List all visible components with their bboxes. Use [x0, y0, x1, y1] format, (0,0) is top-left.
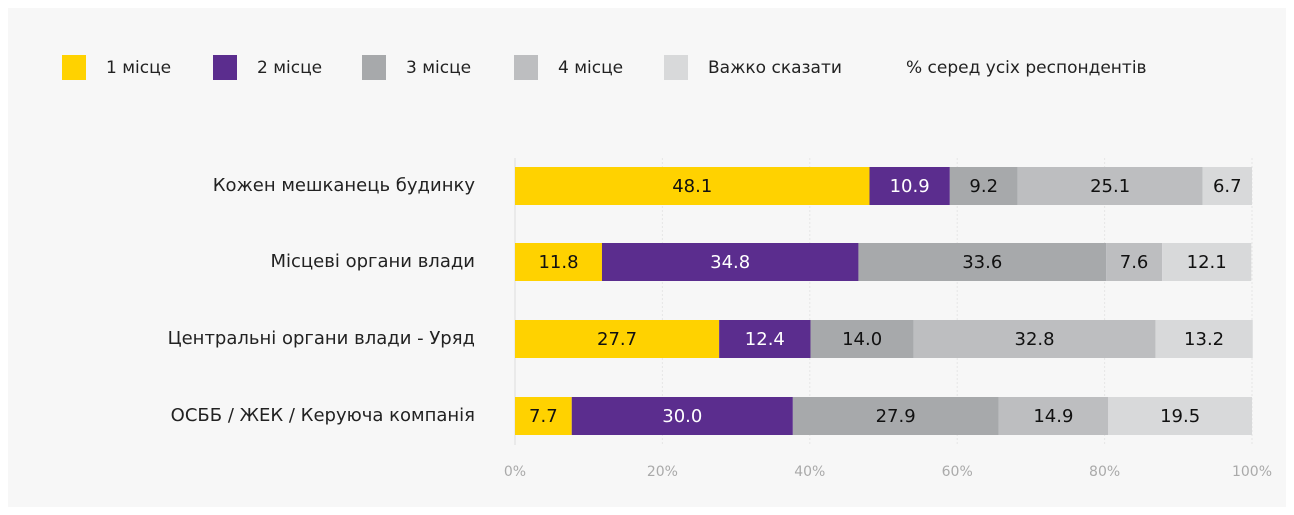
bar-segment: [515, 397, 572, 435]
category-label: Центральні органи влади - Уряд: [168, 328, 475, 349]
legend-label: 4 місце: [558, 58, 623, 78]
legend-swatch: [362, 55, 386, 80]
bar-segment: [949, 167, 1018, 205]
bar-segment: [792, 397, 999, 435]
legend-swatch: [664, 55, 688, 80]
data-label: 33.6: [962, 252, 1002, 273]
bar-segment: [601, 243, 859, 281]
category-label: Місцеві органи влади: [271, 251, 476, 272]
bar-segment: [1202, 167, 1252, 205]
x-tick-label: 0%: [504, 464, 526, 480]
x-tick-label: 20%: [647, 464, 678, 480]
data-label: 13.2: [1184, 329, 1224, 350]
bar-segment: [1155, 320, 1253, 358]
data-label: 19.5: [1160, 406, 1200, 427]
legend-label: 3 місце: [406, 58, 471, 78]
bar-segment: [998, 397, 1109, 435]
legend-swatch: [62, 55, 86, 80]
data-label: 12.1: [1187, 252, 1227, 273]
bar-segment: [1162, 243, 1252, 281]
data-label: 48.1: [672, 176, 712, 197]
data-label: 25.1: [1090, 176, 1130, 197]
category-label: Кожен мешканець будинку: [213, 175, 476, 196]
bar-segment: [913, 320, 1156, 358]
data-label: 11.8: [538, 252, 578, 273]
bar-segment: [515, 167, 870, 205]
legend-swatch: [514, 55, 538, 80]
data-label: 32.8: [1015, 329, 1055, 350]
bar-segment: [858, 243, 1107, 281]
data-label: 27.9: [876, 406, 916, 427]
subtitle: % серед усіх респондентів: [906, 58, 1147, 78]
x-tick-label: 60%: [942, 464, 973, 480]
data-label: 10.9: [890, 176, 930, 197]
bar-segment: [810, 320, 914, 358]
data-label: 34.8: [710, 252, 750, 273]
legend-label: 1 місце: [106, 58, 171, 78]
data-label: 9.2: [969, 176, 998, 197]
data-label: 6.7: [1213, 176, 1242, 197]
category-label: ОСББ / ЖЕК / Керуюча компанія: [171, 405, 475, 426]
data-label: 14.0: [842, 329, 882, 350]
legend-swatch: [213, 55, 237, 80]
data-label: 27.7: [597, 329, 637, 350]
bar-segment: [1106, 243, 1163, 281]
legend-label: Важко сказати: [708, 58, 842, 78]
data-label: 12.4: [745, 329, 785, 350]
data-label: 14.9: [1033, 406, 1073, 427]
bar-segment: [719, 320, 811, 358]
data-label: 30.0: [662, 406, 702, 427]
x-tick-label: 100%: [1232, 464, 1272, 480]
bar-segment: [571, 397, 793, 435]
bar-segment: [515, 243, 602, 281]
bar-segment: [869, 167, 950, 205]
bar-segment: [1017, 167, 1203, 205]
bar-segment: [1108, 397, 1252, 435]
x-tick-label: 80%: [1089, 464, 1120, 480]
bar-segment: [515, 320, 720, 358]
data-label: 7.6: [1120, 252, 1149, 273]
x-tick-label: 40%: [794, 464, 825, 480]
data-label: 7.7: [529, 406, 558, 427]
legend-label: 2 місце: [257, 58, 322, 78]
